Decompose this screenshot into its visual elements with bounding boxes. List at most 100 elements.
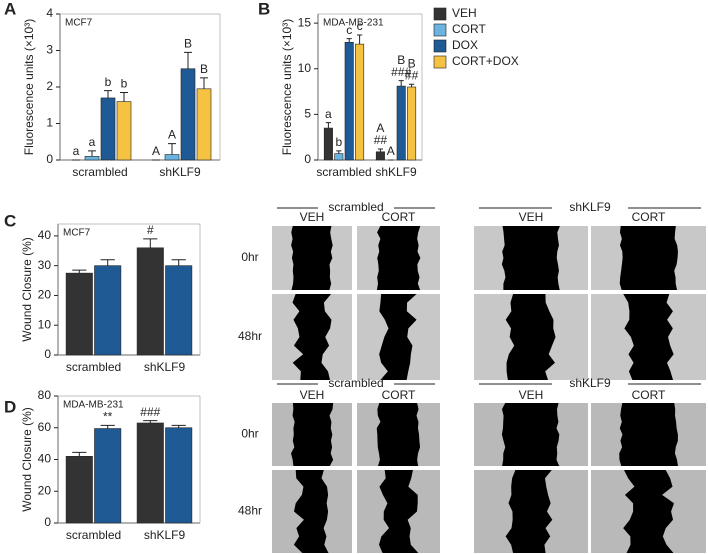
y-tick-label: 5 [304, 107, 311, 121]
significance-label: # [147, 223, 154, 237]
cell-line-label: MDA-MB-231 [323, 18, 384, 29]
significance-label: B [397, 53, 405, 67]
bar [94, 428, 122, 524]
y-tick-label: 40 [38, 452, 52, 466]
column-header: VEH [300, 388, 325, 402]
column-header: CORT [632, 210, 666, 224]
error-bar [409, 83, 415, 87]
error-bar [346, 38, 352, 43]
y-tick-label: 40 [38, 228, 52, 242]
bar [196, 88, 212, 161]
x-tick-label: scrambled [72, 165, 127, 179]
column-header: CORT [382, 210, 416, 224]
bar [84, 156, 100, 161]
y-tick-label: 0 [304, 152, 311, 166]
y-tick-label: 0 [44, 515, 51, 529]
significance-label: a [325, 107, 332, 121]
cell-line-label: MCF7 [65, 18, 93, 29]
bar [165, 265, 193, 356]
significance-label: B [408, 56, 416, 70]
panel-letter: B [258, 0, 270, 18]
legend-label: CORT [452, 22, 486, 36]
significance-label: A [376, 121, 384, 135]
group-header: scrambled [328, 200, 383, 214]
significance-label: A [387, 144, 395, 158]
significance-label: ** [103, 410, 113, 424]
error-bar [184, 51, 192, 69]
wound-gap [376, 403, 421, 466]
error-bar [72, 451, 87, 457]
wound-gap [376, 226, 421, 290]
y-tick-label: 20 [38, 483, 52, 497]
legend-label: DOX [452, 38, 478, 52]
significance-label: A [152, 144, 160, 158]
x-tick-label: shKLF9 [144, 360, 186, 374]
bar [136, 247, 164, 356]
bar [344, 41, 354, 161]
cell-line-label: MCF7 [63, 228, 91, 239]
y-axis-label: Wound Closure (%) [20, 407, 34, 511]
bar [94, 265, 122, 356]
row-label: 0hr [241, 427, 258, 441]
panel-letter: C [4, 211, 16, 230]
x-tick-label: shKLF9 [144, 528, 186, 542]
x-tick-label: shKLF9 [159, 165, 201, 179]
column-header: CORT [632, 388, 666, 402]
significance-label: B [184, 36, 192, 50]
bar [100, 97, 116, 161]
row-label: 0hr [241, 250, 258, 264]
legend-swatch [433, 7, 447, 21]
x-tick-label: scrambled [66, 528, 121, 542]
y-tick-label: 20 [38, 288, 52, 302]
y-tick-label: 3 [46, 43, 53, 57]
significance-label: ## [405, 68, 419, 82]
y-axis-label: Fluorescence units (×10³) [280, 19, 294, 155]
significance-label: c [346, 23, 352, 37]
y-tick-label: 10 [38, 317, 52, 331]
panel-letter: D [4, 397, 16, 416]
significance-label: b [335, 135, 342, 149]
plot-frame [57, 223, 201, 356]
wound-gap [623, 470, 674, 553]
bar [375, 151, 385, 161]
significance-label: A [168, 128, 176, 142]
bar [180, 68, 196, 161]
row-label: 48hr [238, 329, 262, 343]
y-tick-label: 60 [38, 420, 52, 434]
wound-gap [292, 294, 332, 380]
bar [164, 154, 180, 161]
wound-gap [505, 470, 553, 553]
error-bar [171, 259, 186, 266]
wound-gap [623, 294, 674, 380]
column-header: VEH [519, 210, 544, 224]
y-tick-label: 15 [298, 15, 312, 29]
y-tick-label: 80 [38, 388, 52, 402]
plot-frame [59, 13, 221, 161]
significance-label: B [200, 62, 208, 76]
significance-label: ### [140, 405, 160, 419]
error-bar [168, 143, 176, 155]
bar [407, 86, 417, 161]
significance-label: a [89, 135, 96, 149]
wound-gap [619, 226, 678, 290]
significance-label: b [105, 75, 112, 89]
wound-gap [379, 294, 417, 380]
error-bar [120, 91, 128, 102]
bar [396, 85, 406, 161]
y-tick-label: 10 [298, 61, 312, 75]
significance-label: c [357, 19, 363, 33]
plot-frame [317, 13, 423, 161]
legend-label: VEH [452, 6, 477, 20]
column-header: VEH [519, 388, 544, 402]
legend-label: CORT+DOX [452, 54, 519, 68]
error-bar [100, 424, 115, 429]
error-bar [377, 148, 383, 152]
significance-label: ### [391, 65, 411, 79]
wound-gap [619, 403, 678, 466]
bar [65, 272, 93, 356]
x-tick-label: scrambled [316, 165, 371, 179]
group-header: shKLF9 [569, 200, 611, 214]
x-tick-label: shKLF9 [375, 165, 417, 179]
error-bar [104, 90, 112, 98]
